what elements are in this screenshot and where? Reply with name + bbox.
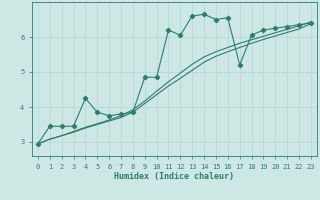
X-axis label: Humidex (Indice chaleur): Humidex (Indice chaleur) (115, 172, 234, 181)
